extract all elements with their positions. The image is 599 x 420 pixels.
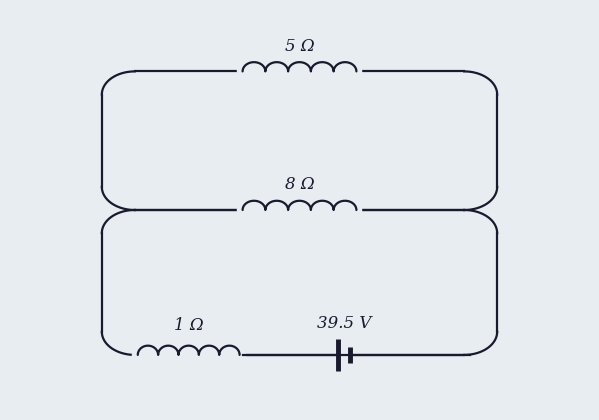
Text: 39.5 V: 39.5 V [317,315,371,332]
Text: 5 Ω: 5 Ω [285,38,314,55]
Text: 1 Ω: 1 Ω [174,317,204,334]
Text: 8 Ω: 8 Ω [285,176,314,193]
